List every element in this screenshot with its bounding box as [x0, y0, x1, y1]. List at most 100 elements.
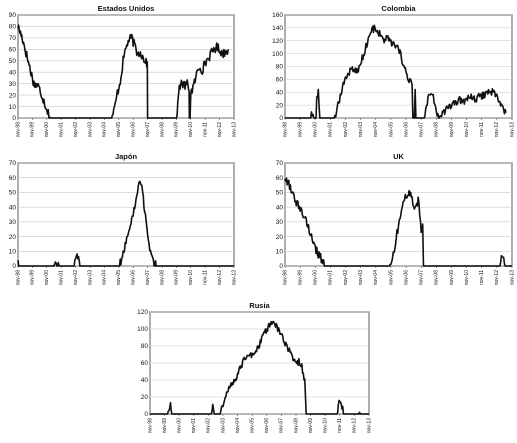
- x-tick-label: nov-09: [174, 270, 180, 286]
- x-tick-label: nov-05: [388, 122, 394, 138]
- y-tick-label: 40: [9, 69, 17, 76]
- x-tick-label: nov-05: [116, 270, 122, 286]
- x-tick-label: nov-10: [188, 122, 194, 138]
- y-tick-label: 60: [276, 77, 284, 84]
- x-tick-label: nov-03: [358, 270, 364, 286]
- x-tick-label: nov-04: [235, 418, 241, 434]
- y-tick-label: 0: [279, 115, 283, 122]
- x-tick-label: nov-02: [343, 270, 349, 286]
- x-tick-label: nov-99: [30, 270, 36, 286]
- x-tick-label: nov-04: [102, 270, 108, 286]
- y-tick-label: 10: [9, 248, 17, 255]
- y-tick-label: 160: [272, 12, 283, 19]
- chart-japon: Japón 0 10 20 30 40 50 60 70 nov-98 nov-99 nov-00 no…: [9, 152, 238, 286]
- x-tick-label: nov-07: [419, 122, 425, 138]
- x-tick-label: nov-03: [87, 270, 93, 286]
- y-tick-label: 40: [276, 204, 284, 211]
- x-tick-label: nov-98: [15, 270, 21, 286]
- y-tick-label: 0: [12, 115, 16, 122]
- y-tick-label: 0: [12, 263, 16, 270]
- y-tick-label: 70: [9, 35, 17, 42]
- x-tick-label: nov-01: [59, 270, 65, 286]
- x-tick-label: nov-08: [434, 270, 440, 286]
- y-tick-label: 20: [141, 394, 149, 401]
- y-tick-label: 50: [276, 190, 284, 197]
- x-tick-label: nov-06: [131, 270, 137, 286]
- y-tick-label: 70: [9, 160, 17, 167]
- y-tick-label: 10: [9, 104, 17, 111]
- series-line: [149, 320, 370, 415]
- y-tick-label: 20: [276, 234, 284, 241]
- x-tick-label: nov-06: [403, 270, 409, 286]
- y-tick-label: 60: [141, 360, 149, 367]
- y-tick-label: 20: [9, 92, 17, 99]
- x-tick-label: nov-02: [206, 418, 212, 434]
- x-tick-label: nov-00: [177, 418, 183, 434]
- x-tick-label: nov-02: [343, 122, 349, 138]
- y-tick-label: 60: [9, 47, 17, 54]
- x-tick-label: nov-06: [264, 418, 270, 434]
- y-tick-label: 20: [9, 234, 17, 241]
- series-line: [17, 24, 230, 119]
- x-tick-label: nov-99: [297, 270, 303, 286]
- chart-colombia: Colombia 0 20 40 60 80 100 120 140 160 nov-98 nov-9…: [272, 4, 515, 138]
- x-tick-label: nov-07: [145, 270, 151, 286]
- x-tick-label: nov-11: [479, 122, 485, 137]
- x-tick-label: nov-12: [494, 270, 500, 286]
- x-tick-label: nov-98: [282, 270, 288, 286]
- chart-title: UK: [393, 152, 404, 161]
- y-tick-label: 30: [9, 219, 17, 226]
- y-tick-label: 100: [272, 51, 283, 58]
- x-tick-label: nov-01: [59, 122, 65, 138]
- chart-title: Japón: [115, 152, 138, 161]
- chart-rusia: Rusia 0 20 40 60 80 100 120 nov-98 nov-99 nov-00 no…: [137, 301, 372, 434]
- y-tick-label: 30: [9, 81, 17, 88]
- series-line: [284, 24, 507, 119]
- x-tick-label: nov-11: [337, 418, 343, 433]
- y-tick-label: 50: [9, 190, 17, 197]
- x-tick-label: nov-98: [282, 122, 288, 138]
- plot-frame: [17, 14, 235, 119]
- chart-estados-unidos: Estados Unidos 0 10 20 30 40 50 60 70 80 90 nov-98 n…: [9, 4, 238, 138]
- y-tick-label: 140: [272, 25, 283, 32]
- x-tick-label: nov-98: [147, 418, 153, 434]
- chart-title: Colombia: [381, 4, 416, 13]
- x-tick-label: nov-08: [159, 122, 165, 138]
- y-tick-label: 30: [276, 219, 284, 226]
- x-tick-label: nov-12: [217, 122, 223, 138]
- x-tick-label: nov-10: [188, 270, 194, 286]
- x-tick-label: nov-01: [328, 270, 334, 286]
- x-tick-label: nov-13: [509, 270, 515, 286]
- x-tick-label: nov-05: [250, 418, 256, 434]
- y-tick-label: 50: [9, 58, 17, 65]
- plot-frame: [284, 162, 513, 267]
- x-tick-label: nov-05: [388, 270, 394, 286]
- x-tick-label: nov-12: [217, 270, 223, 286]
- x-tick-label: nov-03: [87, 122, 93, 138]
- series-line: [17, 180, 235, 267]
- x-tick-label: nov-13: [231, 270, 237, 286]
- x-tick-label: nov-12: [494, 122, 500, 138]
- x-tick-label: nov-99: [162, 418, 168, 434]
- x-tick-label: nov-08: [293, 418, 299, 434]
- y-tick-label: 0: [144, 411, 148, 418]
- chart-title: Rusia: [249, 301, 270, 310]
- chart-uk: UK 0 10 20 30 40 50 60 70 nov-98 nov-99 nov-00 nov-0…: [276, 152, 516, 286]
- x-tick-label: nov-09: [308, 418, 314, 434]
- x-tick-label: nov-04: [373, 270, 379, 286]
- y-tick-label: 40: [9, 204, 17, 211]
- x-tick-label: nov-06: [131, 122, 137, 138]
- y-tick-label: 80: [9, 24, 17, 31]
- series-line: [284, 177, 513, 267]
- y-tick-label: 40: [141, 377, 149, 384]
- y-tick-label: 60: [9, 175, 17, 182]
- x-tick-label: nov-99: [297, 122, 303, 138]
- x-tick-label: nov-11: [479, 270, 485, 285]
- x-tick-label: nov-13: [231, 122, 237, 138]
- x-tick-label: nov-01: [328, 122, 334, 138]
- y-tick-label: 20: [276, 102, 284, 109]
- x-tick-label: nov-13: [509, 122, 515, 138]
- x-tick-label: nov-03: [358, 122, 364, 138]
- x-tick-label: nov-00: [313, 122, 319, 138]
- x-tick-label: nov-98: [15, 122, 21, 138]
